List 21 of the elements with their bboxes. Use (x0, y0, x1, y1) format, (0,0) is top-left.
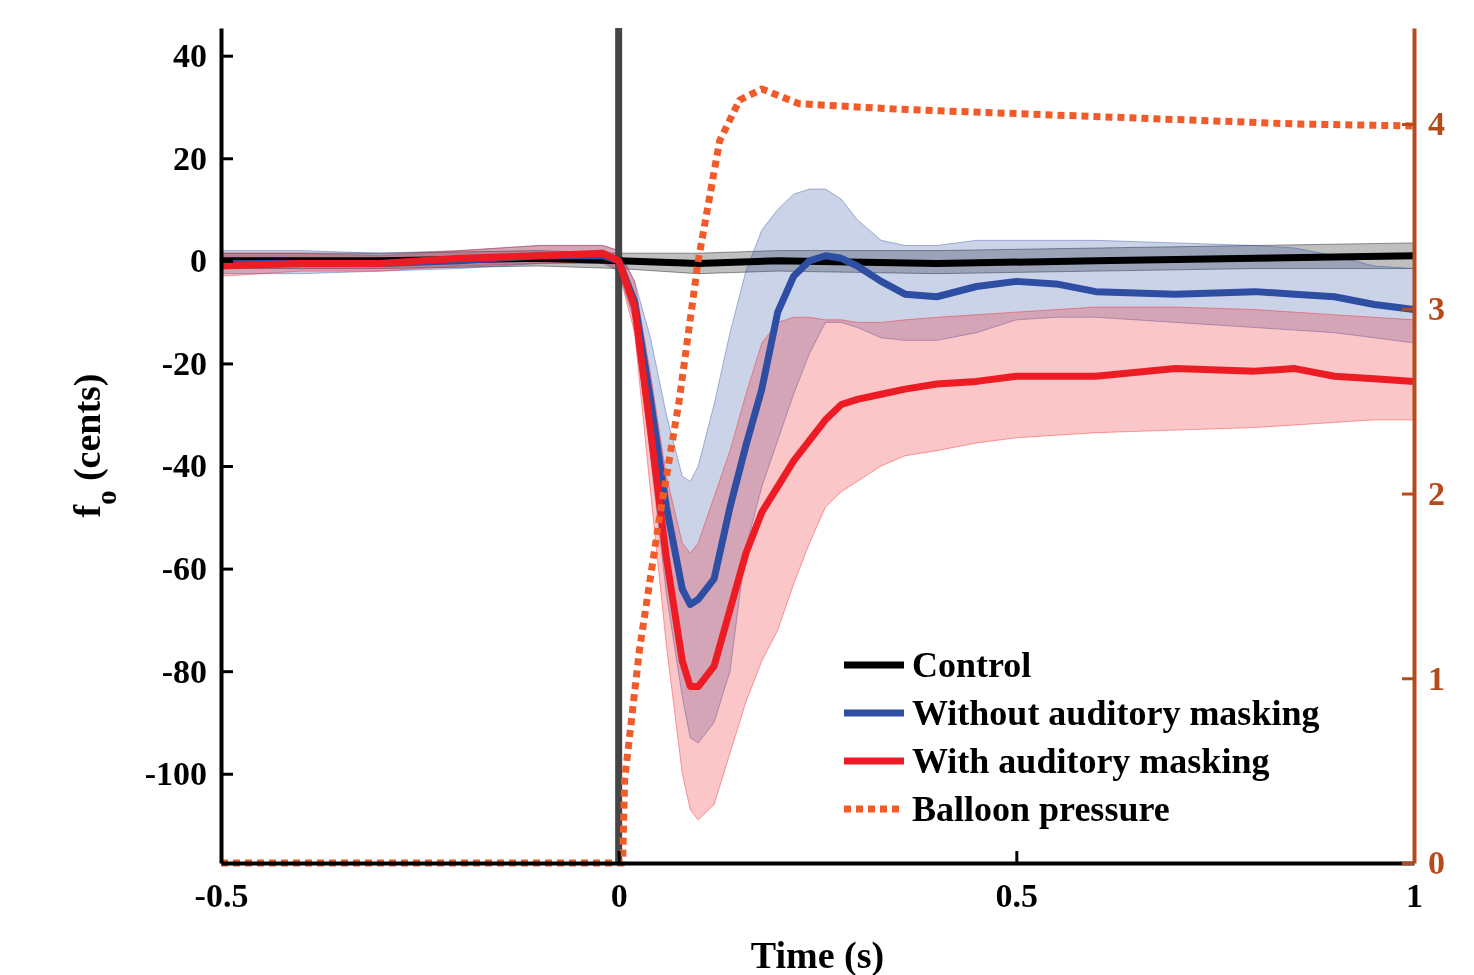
y2-tick-label: 4 (1428, 105, 1445, 143)
x-tick-label: 0 (610, 877, 628, 915)
y-tick-label: -40 (161, 447, 207, 485)
y-tick-label: -100 (144, 755, 207, 793)
legend-label: Without auditory masking (912, 693, 1320, 733)
y2-tick-label: 1 (1428, 659, 1445, 697)
legend-label: With auditory masking (912, 741, 1270, 781)
y2-tick-label: 3 (1428, 290, 1445, 328)
y-tick-label: -20 (161, 344, 207, 382)
legend-label: Control (912, 645, 1032, 685)
x-tick-label: 0.5 (995, 877, 1039, 915)
y-tick-label: 40 (173, 37, 207, 75)
legend-label: Balloon pressure (912, 789, 1170, 829)
y-tick-label: -60 (161, 549, 207, 587)
y-tick-label: 20 (173, 139, 207, 177)
y-tick-label: 0 (190, 242, 207, 280)
y-tick-label: -80 (161, 652, 207, 690)
y2-tick-label: 2 (1428, 474, 1445, 512)
x-tick-label: -0.5 (194, 877, 249, 915)
y2-tick-label: 0 (1428, 844, 1445, 882)
x-tick-label: 1 (1406, 877, 1423, 915)
